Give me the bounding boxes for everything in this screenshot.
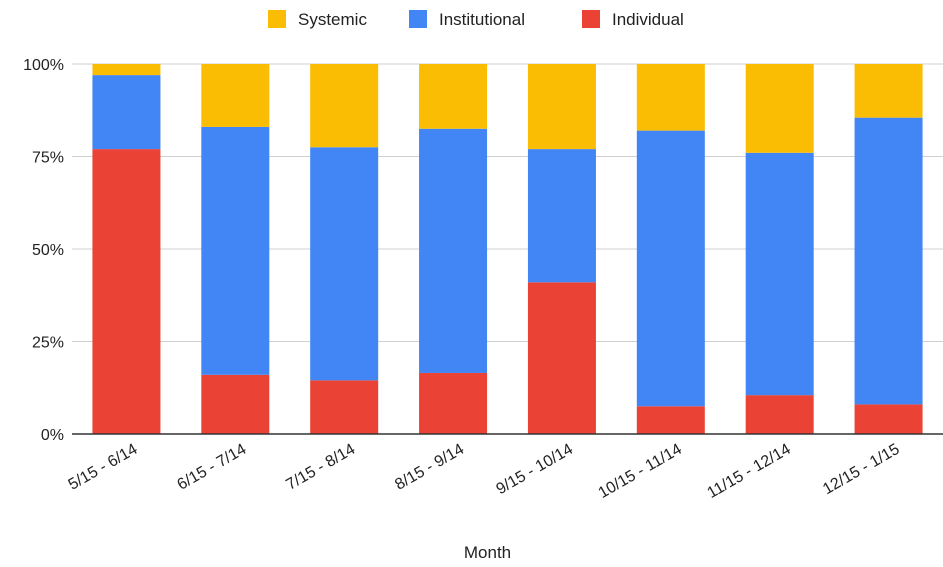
bar-systemic [527,64,596,150]
bar-institutional [636,130,705,407]
bar-systemic [636,64,705,131]
bar-institutional [92,75,161,150]
bar-institutional [201,126,270,375]
bar-institutional [745,152,814,396]
bar-systemic [201,64,270,127]
bar-individual [201,374,270,434]
bar-individual [419,372,488,434]
x-tick-label: 6/15 - 7/14 [175,441,250,494]
bar-systemic [419,64,488,129]
y-tick-label: 0% [41,427,64,444]
legend: Systemic Institutional Individual [268,10,684,29]
bar-systemic [92,64,161,76]
legend-label-systemic: Systemic [298,10,367,29]
x-axis-ticks: 5/15 - 6/14 6/15 - 7/14 7/15 - 8/14 8/15 - … [66,441,903,502]
bar-institutional [310,147,379,381]
legend-label-institutional: Institutional [439,10,525,29]
bar-individual [92,149,161,434]
x-tick-label: 5/15 - 6/14 [66,441,141,494]
legend-swatch-systemic [268,10,286,28]
bar-systemic [745,64,814,153]
bar-individual [310,380,379,434]
bar-individual [745,395,814,434]
x-tick-label: 12/15 - 1/15 [820,441,903,498]
bar-institutional [527,149,596,283]
bar-systemic [854,64,923,118]
legend-swatch-individual [582,10,600,28]
y-axis-ticks: 0% 25% 50% 75% 100% [23,57,64,444]
legend-swatch-institutional [409,10,427,28]
x-axis-title: Month [464,543,511,562]
y-tick-label: 25% [32,335,64,352]
bar-individual [854,404,923,434]
y-tick-label: 50% [32,242,64,259]
bars [92,64,923,434]
x-tick-label: 10/15 - 11/14 [596,441,685,502]
y-tick-label: 100% [23,57,64,74]
bar-institutional [419,128,488,373]
bar-individual [636,406,705,434]
bar-systemic [310,64,379,148]
legend-label-individual: Individual [612,10,684,29]
x-tick-label: 11/15 - 12/14 [705,441,794,502]
x-tick-label: 8/15 - 9/14 [392,441,467,494]
y-tick-label: 75% [32,150,64,167]
bar-institutional [854,117,923,405]
bar-individual [527,282,596,434]
x-tick-label: 7/15 - 8/14 [283,441,358,494]
x-tick-label: 9/15 - 10/14 [493,441,576,498]
